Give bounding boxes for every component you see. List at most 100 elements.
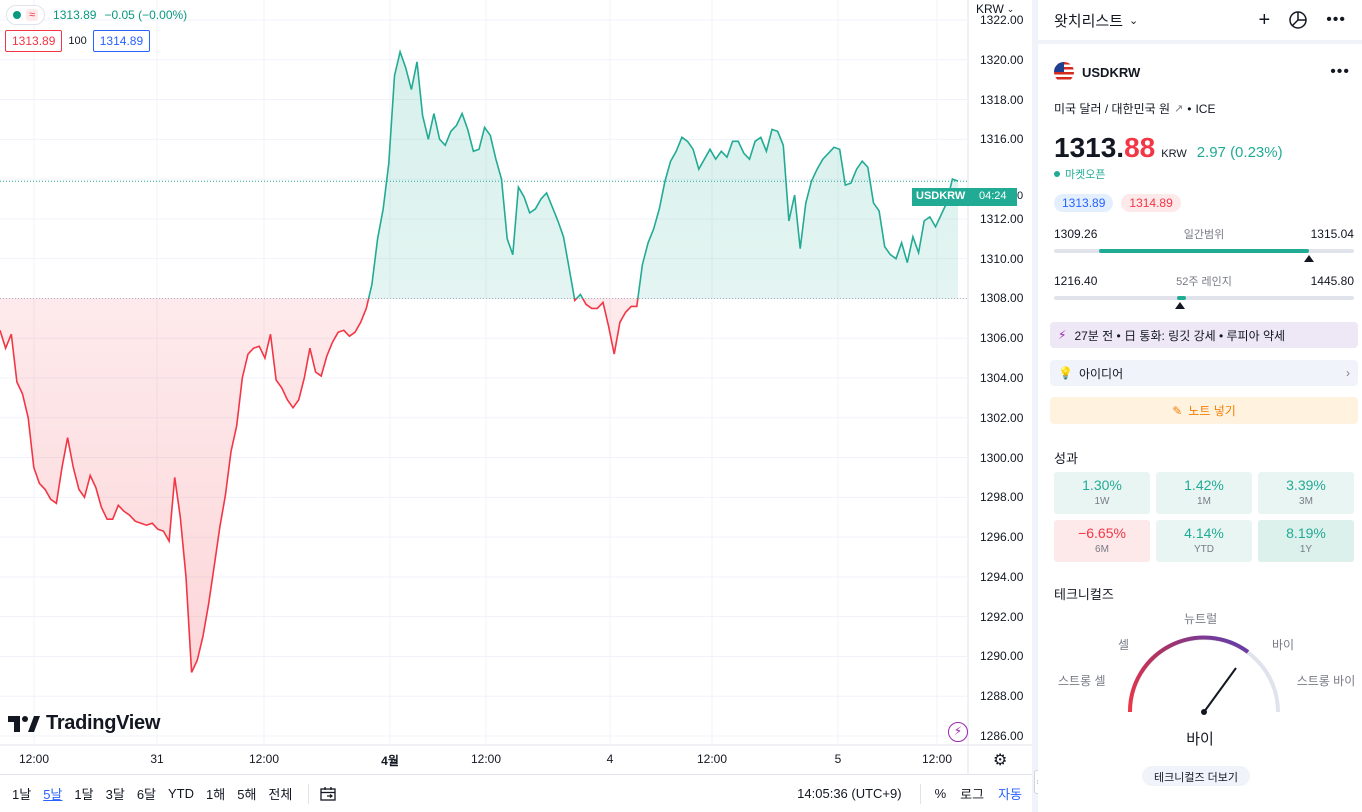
area-fill-below-baseline (0, 298, 638, 673)
ask-chip: 1314.89 (1121, 194, 1181, 212)
bid-ask-box: 1313.89 100 1314.89 (5, 30, 151, 52)
y-tick-label: 1302.00 (980, 410, 1024, 425)
day-range: 1309.26 일간범위 1315.04 (1054, 226, 1354, 262)
y-tick-label: 1306.00 (980, 331, 1024, 346)
chevron-down-icon: ⌄ (1006, 3, 1015, 14)
range-button[interactable]: 1날 (12, 787, 32, 802)
range-button[interactable]: 1해 (206, 787, 226, 802)
symbol-pill[interactable]: ≈ (6, 5, 46, 25)
y-tick-label: 1288.00 (980, 689, 1024, 704)
toolbar-divider (308, 783, 310, 804)
gear-icon[interactable]: ⚙ (993, 752, 1008, 769)
auto-scale-toggle[interactable]: 자동 (998, 787, 1022, 802)
week52-fill (1177, 296, 1186, 300)
performance-cell-6m[interactable]: −6.65% 6M (1054, 520, 1150, 562)
performance-value: 3.39% (1286, 477, 1326, 493)
range-button[interactable]: 전체 (268, 787, 293, 802)
percent-scale-toggle[interactable]: % (934, 786, 947, 801)
y-tick-label: 1294.00 (980, 569, 1024, 584)
watchlist-title: 왓치리스트 (1054, 12, 1124, 30)
lightning-icon[interactable]: ⚡ (948, 722, 968, 742)
y-tick-label: 1290.00 (980, 649, 1024, 664)
ask-price-button[interactable]: 1314.89 (92, 30, 151, 52)
symbol-description-text[interactable]: 미국 달러 / 대한민국 원 (1054, 102, 1171, 116)
chevron-right-icon: › (1346, 366, 1350, 380)
watchlist-title-dropdown[interactable]: 왓치리스트 ⌄ (1054, 10, 1138, 31)
performance-cell-3m[interactable]: 3.39% 3M (1258, 472, 1354, 514)
performance-value: 1.30% (1082, 477, 1122, 493)
watchlist-actions: + ••• (1259, 9, 1347, 32)
range-button[interactable]: 6달 (136, 787, 157, 802)
y-tick-label: 1310.00 (980, 251, 1024, 266)
last-price: 1313.88 (1054, 132, 1155, 164)
bottom-right-controls: 14:05:36 (UTC+9) % 로그 자동 (797, 783, 1032, 804)
ideas-label: 아이디어 (1078, 366, 1124, 381)
performance-value: −6.65% (1078, 525, 1126, 541)
y-tick-label: 1286.00 (980, 729, 1024, 743)
price-tag-tail: 0 (1017, 190, 1024, 202)
symbol-name[interactable]: USDKRW (1082, 64, 1141, 80)
add-symbol-icon[interactable]: + (1258, 8, 1271, 31)
performance-title: 성과 (1054, 451, 1078, 466)
chart-pane[interactable]: ≈ 1313.89 −0.05 (−0.00%) 1313.89 100 131… (0, 0, 1032, 812)
logo-text: TradingView (46, 712, 161, 734)
market-status-text: 마켓오픈 (1065, 169, 1106, 181)
separator-dot: • (1187, 101, 1192, 116)
price-chart[interactable] (0, 0, 1032, 774)
symbol-more-icon[interactable]: ••• (1330, 63, 1350, 80)
price-change: 2.97 (0.23%) (1196, 144, 1283, 161)
range-button[interactable]: 5날 (43, 787, 63, 802)
tradingview-logo-icon (8, 715, 40, 732)
performance-cell-1w[interactable]: 1.30% 1W (1054, 472, 1150, 514)
bid-price-button[interactable]: 1313.89 (5, 30, 63, 52)
price-integer: 1313. (1054, 132, 1125, 163)
performance-cell-1y[interactable]: 8.19% 1Y (1258, 520, 1354, 562)
gauge-strong-buy: 스트롱 바이 (1296, 674, 1356, 688)
price-line-below-baseline (0, 298, 639, 673)
more-technicals-button[interactable]: 테크니컬즈 더보기 (1142, 766, 1251, 786)
range-button[interactable]: 3달 (105, 787, 125, 802)
performance-period: 6M (1095, 544, 1109, 555)
range-button[interactable]: 5해 (237, 787, 257, 802)
watchlist-panel: 왓치리스트 ⌄ + ••• USDKR (1038, 0, 1362, 812)
tradingview-logo[interactable]: TradingView (8, 712, 160, 735)
x-tick-label: 12:00 (921, 752, 953, 766)
performance-period: 1Y (1299, 544, 1313, 555)
y-tick-label: 1308.00 (980, 291, 1024, 306)
x-tick-label: 12:00 (248, 752, 280, 766)
go-to-date-icon[interactable] (319, 785, 337, 803)
performance-cell-1m[interactable]: 1.42% 1M (1156, 472, 1252, 514)
market-open-dot (1054, 171, 1060, 177)
performance-cell-ytd[interactable]: 4.14% YTD (1156, 520, 1252, 562)
add-note-button[interactable]: ✎ 노트 넣기 (1050, 397, 1358, 424)
news-headline[interactable]: ⚡ 27분 전 • 日 통화: 링깃 강세 • 루피아 약세 (1050, 322, 1358, 348)
x-tick-label: 12:00 (696, 752, 728, 766)
legend-change: −0.05 (−0.00%) (104, 8, 188, 22)
gauge-sell: 셀 (1118, 638, 1130, 652)
more-options-icon[interactable]: ••• (1326, 11, 1346, 28)
range-button[interactable]: YTD (168, 786, 195, 801)
range-button[interactable]: 1달 (74, 787, 94, 802)
pane-divider[interactable] (1032, 0, 1038, 812)
date-range-group: 1날 5날 1달 3달 6달 YTD 1해 5해 전체 (0, 784, 298, 803)
exchange-name[interactable]: ICE (1195, 101, 1216, 116)
x-tick-label: 12:00 (18, 752, 50, 766)
gauge-buy: 바이 (1272, 638, 1295, 652)
currency-selector[interactable]: KRW ⌄ (976, 2, 1014, 16)
symbol-header: USDKRW ••• (1054, 62, 1350, 82)
technicals-gauge: 스트롱 셀 셀 뉴트럴 바이 스트롱 바이 바이 (1038, 604, 1362, 754)
y-tick-label: 1322.00 (980, 13, 1024, 27)
add-note-label: 노트 넣기 (1188, 404, 1236, 418)
technicals-title[interactable]: 테크니컬즈 (1054, 587, 1114, 602)
pie-chart-icon[interactable] (1288, 10, 1308, 30)
ideas-link[interactable]: 💡 아이디어 › (1050, 360, 1358, 386)
wave-icon: ≈ (26, 9, 39, 21)
day-range-label: 일간범위 (1183, 229, 1225, 241)
week52-marker (1175, 302, 1185, 309)
log-scale-toggle[interactable]: 로그 (960, 787, 985, 802)
external-link-icon[interactable]: ↗ (1174, 103, 1184, 115)
day-range-track (1054, 249, 1354, 262)
clock-timezone[interactable]: 14:05:36 (UTC+9) (797, 786, 902, 801)
symbol-description: 미국 달러 / 대한민국 원 ↗ • ICE (1054, 100, 1215, 117)
watchlist-header: 왓치리스트 ⌄ + ••• (1038, 0, 1362, 44)
